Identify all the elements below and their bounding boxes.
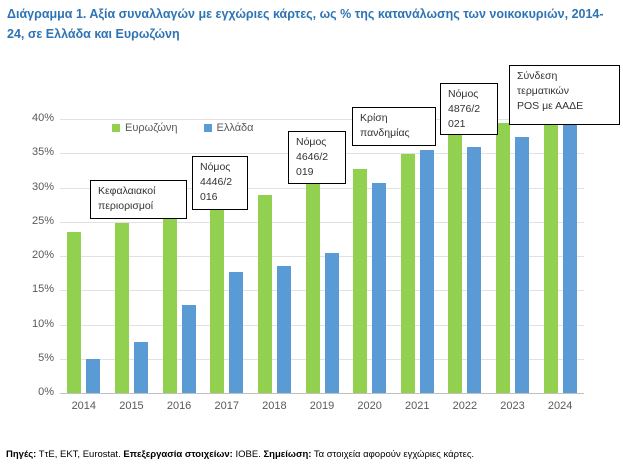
bar-Ελλάδα-2022 [467,147,482,393]
chart-legend: Ευρωζώνη Ελλάδα [112,122,254,134]
x-tick-label-2023: 2023 [500,400,525,412]
gridline-10% [60,324,584,326]
x-tick-label-2019: 2019 [309,400,335,412]
bar-Ευρωζώνη-2016 [162,214,177,393]
annotation-line: Νόμος [200,161,231,173]
gridline-30% [60,187,584,189]
annotation-line: 4876/2 [448,103,481,116]
annotation-line: 4446/2 [200,176,233,189]
legend-swatch-icon [203,124,212,132]
x-tick-label-2022: 2022 [452,400,478,412]
gridline-25% [60,221,584,223]
annotation-line: περιορισμοί [98,200,154,213]
gridline-15% [60,290,584,292]
bar-Ελλάδα-2018 [276,266,291,393]
legend-label: Ευρωζώνη [125,122,178,134]
bar-Ελλάδα-2017 [229,272,244,393]
bar-Ελλάδα-2015 [133,341,148,393]
footer-label: Πηγές: [6,449,37,460]
footer-label: Σημείωση: [263,449,312,460]
legend-item-Ελλάδα: Ελλάδα [203,122,254,134]
x-tick-label-2014: 2014 [71,400,97,412]
x-tick-label-2015: 2015 [119,400,144,412]
annotation-box-5: Νόμος 4876/2 021 [440,83,498,135]
gridline-20% [60,256,584,257]
y-tick-label: 15% [31,283,54,296]
annotation-line: 016 [200,191,218,204]
bar-Ελλάδα-2023 [515,136,530,393]
bar-Ελλάδα-2019 [324,252,339,393]
y-tick-label: 10% [31,317,54,330]
x-axis-line [60,393,584,394]
x-tick-label-2016: 2016 [166,400,192,412]
gridline-5% [60,358,584,360]
annotation-box-6: Σύνδεση τερματικών POS με ΑΑΔΕ [509,65,620,125]
bar-Ευρωζώνη-2017 [210,205,225,393]
bar-Ευρωζώνη-2020 [353,169,368,393]
annotation-line: 4646/2 [296,151,329,164]
bar-Ευρωζώνη-2019 [305,184,320,393]
annotation-box-4: Κρίση πανδημίας [352,107,436,146]
gridline-40% [60,119,584,120]
y-tick-label: 40% [31,112,54,124]
x-tick-label-2017: 2017 [214,400,239,412]
bar-Ευρωζώνη-2014 [67,232,82,393]
legend-item-Ευρωζώνη: Ευρωζώνη [112,122,178,134]
y-tick-label: 30% [31,180,54,193]
annotation-line: Νόμος [296,136,327,148]
annotation-line: 019 [296,166,314,179]
footer-text: ΤτΕ, ΕΚΤ, Eurostat. [36,449,124,460]
x-tick-label-2021: 2021 [405,400,430,412]
annotation-line: Κεφαλαιακοί [98,185,156,197]
bar-Ελλάδα-2014 [86,358,101,393]
bar-Ευρωζώνη-2015 [114,223,129,393]
bar-Ευρωζώνη-2023 [496,123,511,393]
legend-swatch-icon [112,124,120,132]
bar-Ευρωζώνη-2021 [400,153,415,393]
annotation-line: Κρίση [360,112,388,124]
footer-label: Επεξεργασία στοιχείων: [123,449,233,460]
x-tick-label-2024: 2024 [547,400,573,412]
x-tick-label-2020: 2020 [357,400,382,412]
annotation-line: Σύνδεση [517,70,558,82]
annotation-line: Νόμος [448,88,479,100]
y-tick-label: 35% [31,146,54,159]
y-tick-label: 0% [38,386,54,398]
annotation-line: τερματικών [517,85,569,98]
x-tick-label-2018: 2018 [262,400,287,412]
bar-Ελλάδα-2021 [419,149,434,393]
y-tick-label: 5% [38,351,54,364]
annotation-line: πανδημίας [360,127,410,140]
bar-Ευρωζώνη-2018 [257,195,272,393]
annotation-line: POS με ΑΑΔΕ [517,100,584,113]
annotation-box-2: Νόμος 4446/2 016 [192,156,248,210]
page-title: Διάγραμμα 1. Αξία συναλλαγών με εγχώριες… [7,7,604,41]
footer-text: Τα στοιχεία αφορούν εγχώριες κάρτες. [311,449,475,460]
y-tick-label: 20% [31,249,54,261]
bar-Ελλάδα-2024 [562,119,577,393]
bar-Ευρωζώνη-2024 [543,116,558,393]
annotation-box-1: Κεφαλαιακοί περιορισμοί [90,180,187,219]
source-note: Πηγές: ΤτΕ, ΕΚΤ, Eurostat. Επεξεργασία σ… [6,449,618,460]
annotation-line: 021 [448,118,466,131]
annotation-box-3: Νόμος 4646/2 019 [288,131,346,184]
bar-Ευρωζώνη-2022 [448,132,463,393]
bar-Ελλάδα-2020 [372,182,387,393]
legend-label: Ελλάδα [216,122,254,134]
y-tick-label: 25% [31,214,54,227]
footer-text: ΙΟΒΕ. [232,449,264,460]
bar-Ελλάδα-2016 [181,304,196,393]
